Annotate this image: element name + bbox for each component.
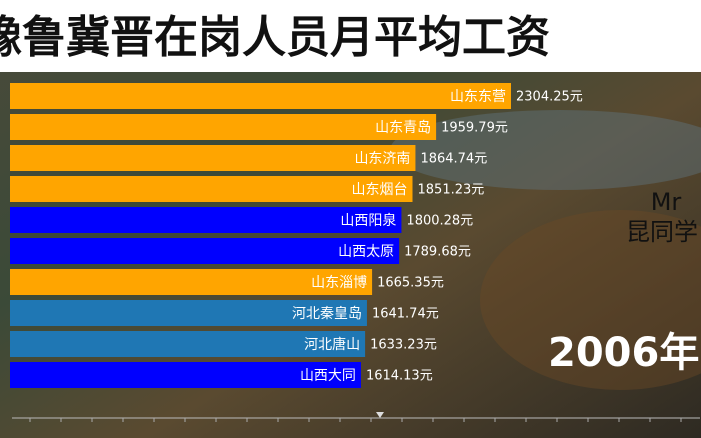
value-label: 1614.13元 xyxy=(366,369,433,384)
value-label: 1959.79元 xyxy=(441,121,508,136)
value-label: 1633.23元 xyxy=(370,338,437,353)
bar-label: 山东淄博 xyxy=(311,274,367,291)
value-label: 1800.28元 xyxy=(406,214,473,229)
title-band xyxy=(0,0,701,72)
bar-label: 山西阳泉 xyxy=(340,212,396,229)
value-label: 1864.74元 xyxy=(420,152,487,167)
bar xyxy=(10,207,402,233)
bar xyxy=(10,114,437,140)
bar xyxy=(10,331,366,357)
bar-label: 山东烟台 xyxy=(352,182,408,198)
bar-label: 山东东营 xyxy=(450,89,506,105)
value-label: 2304.25元 xyxy=(516,90,583,105)
bar-label: 山东青岛 xyxy=(375,120,431,136)
background-trees xyxy=(480,210,701,390)
bar xyxy=(10,300,367,326)
value-label: 1665.35元 xyxy=(377,276,444,291)
value-label: 1641.74元 xyxy=(372,307,439,322)
year-label: 2006年 xyxy=(548,330,699,376)
bar-label: 河北秦皇岛 xyxy=(292,306,362,322)
bar xyxy=(10,362,361,388)
bar-label: 河北唐山 xyxy=(304,336,360,353)
bar xyxy=(10,238,400,264)
watermark: Mr xyxy=(651,188,682,216)
value-label: 1789.68元 xyxy=(404,245,471,260)
bar xyxy=(10,176,413,202)
bar-label: 山东济南 xyxy=(354,151,410,167)
watermark: 昆同学 xyxy=(626,218,698,246)
bar xyxy=(10,145,416,171)
bar-label: 山西太原 xyxy=(338,244,394,260)
background-lake xyxy=(390,110,701,190)
timeline-cursor xyxy=(376,412,384,418)
bar xyxy=(10,83,511,109)
chart-title: 豫鲁冀晋在岗人员月平均工资 xyxy=(0,12,550,63)
bar-label: 山西大同 xyxy=(300,368,356,384)
value-label: 1851.23元 xyxy=(418,183,485,198)
bar xyxy=(10,269,373,295)
